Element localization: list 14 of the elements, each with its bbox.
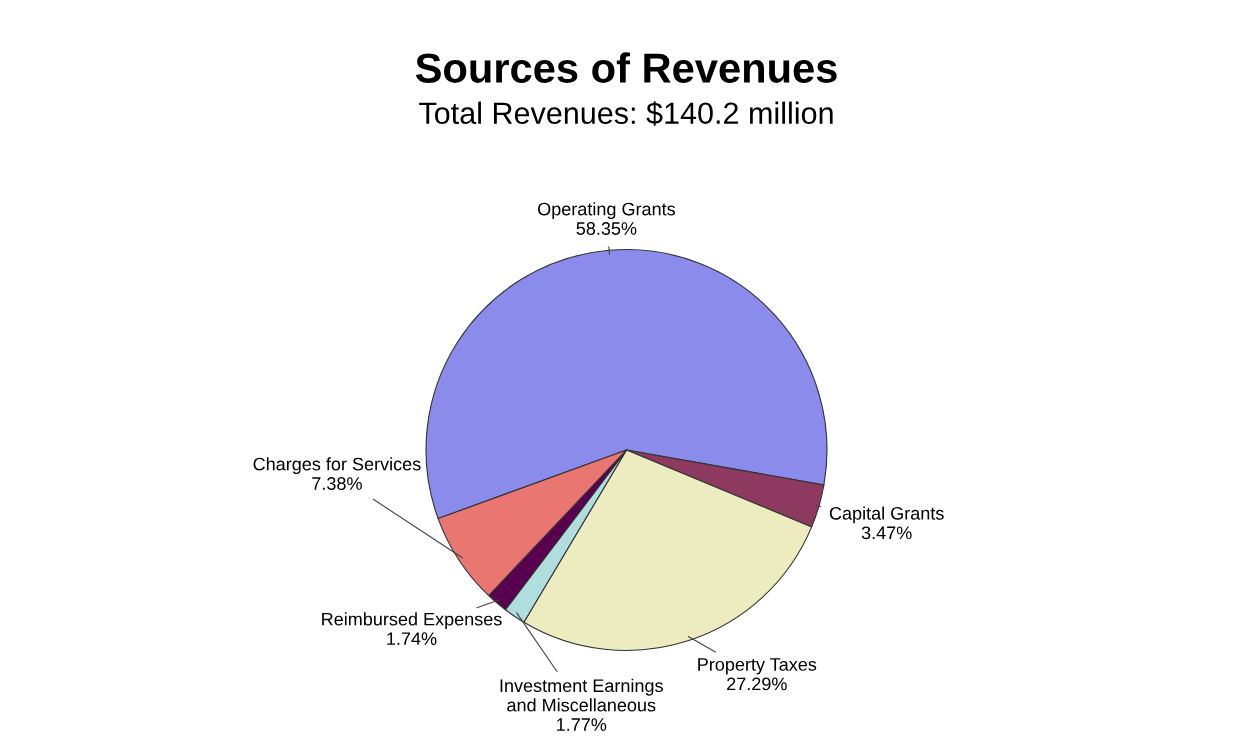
chart-subtitle: Total Revenues: $140.2 million (419, 101, 833, 126)
slice-label: Property Taxes (698, 658, 817, 675)
data-label: 27.29% (727, 677, 787, 691)
chart-title: Sources of Revenues (415, 52, 837, 83)
slice-label: Capital Grants (829, 506, 944, 524)
data-label: 3.47% (861, 526, 912, 540)
data-label: 7.38% (312, 477, 362, 490)
slice-label: Charges for Services (253, 457, 421, 475)
slice-label: Investment Earnings and Miscellaneous (500, 678, 663, 712)
data-label: 1.74% (387, 632, 437, 645)
data-label: 1.77% (557, 718, 607, 731)
slice-label: Reimbursed Expenses (322, 612, 502, 630)
data-label: 58.35% (576, 222, 637, 235)
slice-label: Operating Grants (538, 202, 676, 220)
